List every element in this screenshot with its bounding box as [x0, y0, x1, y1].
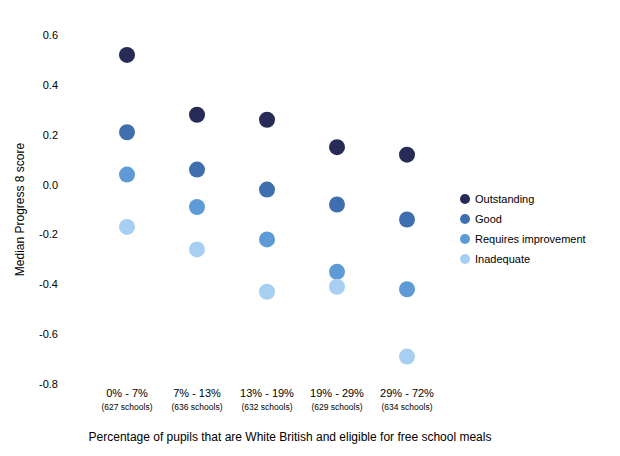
y-tick-label: -0.6 — [39, 328, 58, 340]
point — [399, 281, 415, 297]
point — [119, 124, 135, 140]
point — [189, 107, 205, 123]
legend: Outstanding Good Requires improvement Inade… — [460, 193, 586, 265]
point — [259, 284, 275, 300]
x-tick-sublabel: (627 schools) — [101, 402, 152, 412]
y-tick-label: 0.2 — [43, 129, 58, 141]
x-tick-sublabel: (634 schools) — [381, 402, 432, 412]
point — [329, 279, 345, 295]
legend-label: Outstanding — [475, 193, 534, 205]
x-tick-sublabel: (636 schools) — [171, 402, 222, 412]
x-tick-label: 7% - 13% — [173, 387, 221, 399]
point — [329, 264, 345, 280]
legend-marker — [460, 234, 470, 244]
point — [399, 349, 415, 365]
point — [119, 219, 135, 235]
x-tick-label: 29% - 72% — [380, 387, 434, 399]
x-tick-sublabel: (629 schools) — [311, 402, 362, 412]
legend-label: Good — [475, 213, 502, 225]
x-tick-sublabel: (632 schools) — [241, 402, 292, 412]
chart: -0.8 -0.6 -0.4 -0.2 0.0 0.2 0.4 0.6 Median Progr… — [0, 0, 620, 456]
x-axis-label: Percentage of pupils that are White Brit… — [89, 430, 492, 444]
series — [119, 47, 415, 163]
y-tick-label: 0.4 — [43, 79, 58, 91]
y-tick-label: -0.4 — [39, 278, 58, 290]
point — [189, 241, 205, 257]
legend-label: Requires improvement — [475, 233, 586, 245]
series — [119, 219, 415, 365]
point — [329, 197, 345, 213]
x-tick-label: 19% - 29% — [310, 387, 364, 399]
point — [399, 211, 415, 227]
point — [259, 182, 275, 198]
point — [399, 147, 415, 163]
point — [119, 167, 135, 183]
point — [189, 162, 205, 178]
legend-marker — [460, 214, 470, 224]
point — [259, 112, 275, 128]
point — [329, 139, 345, 155]
y-tick-label: -0.2 — [39, 228, 58, 240]
y-axis-label: Median Progress 8 score — [13, 142, 27, 276]
x-tick-label: 0% - 7% — [106, 387, 148, 399]
point — [119, 47, 135, 63]
y-tick-label: -0.8 — [39, 378, 58, 390]
series — [119, 167, 415, 298]
legend-marker — [460, 194, 470, 204]
point — [189, 199, 205, 215]
marks — [119, 47, 415, 365]
point — [259, 231, 275, 247]
y-tick-label: 0.6 — [43, 29, 58, 41]
legend-marker — [460, 254, 470, 264]
y-tick-label: 0.0 — [43, 179, 58, 191]
x-tick-label: 13% - 19% — [240, 387, 294, 399]
legend-label: Inadequate — [475, 253, 530, 265]
series — [119, 124, 415, 227]
